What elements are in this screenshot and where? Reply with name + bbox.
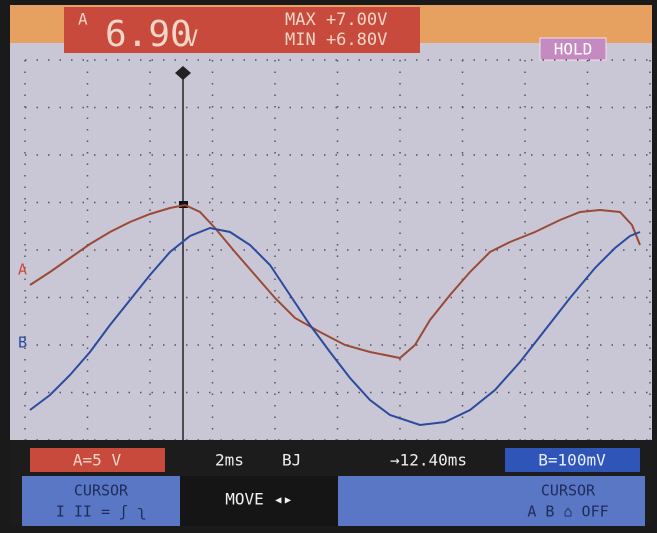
softkey-1-options[interactable]: I II = ʃ ʅ — [56, 503, 146, 521]
display: A 6.90 V MAX +7.00V MIN +6.80V HOLD A B … — [0, 0, 657, 533]
min-reading: MIN +6.80V — [285, 30, 387, 50]
cursor-time: →12.40ms — [390, 451, 467, 470]
reading: 6.90 — [105, 14, 192, 55]
softkey-1-label[interactable]: CURSOR — [74, 482, 129, 500]
oscilloscope-screen: A 6.90 V MAX +7.00V MIN +6.80V HOLD A B … — [0, 0, 657, 533]
trace-b-marker: B — [18, 334, 27, 352]
softkey-4-options[interactable]: A B ⌂ OFF — [527, 503, 608, 521]
channel-label: A — [78, 10, 88, 29]
a-range: A=5 V — [73, 451, 122, 470]
reading-unit: V — [185, 27, 198, 52]
softkey-3[interactable] — [338, 476, 490, 526]
timebase: 2ms — [215, 451, 244, 470]
hold-label: HOLD — [554, 40, 593, 59]
max-reading: MAX +7.00V — [285, 10, 387, 30]
softkey-4-label[interactable]: CURSOR — [541, 482, 596, 500]
trace-a-marker: A — [18, 261, 27, 279]
trigger: BJ — [282, 451, 301, 470]
b-range: B=100mV — [538, 451, 606, 470]
softkey-2-label[interactable]: MOVE ◂▸ — [225, 490, 292, 509]
